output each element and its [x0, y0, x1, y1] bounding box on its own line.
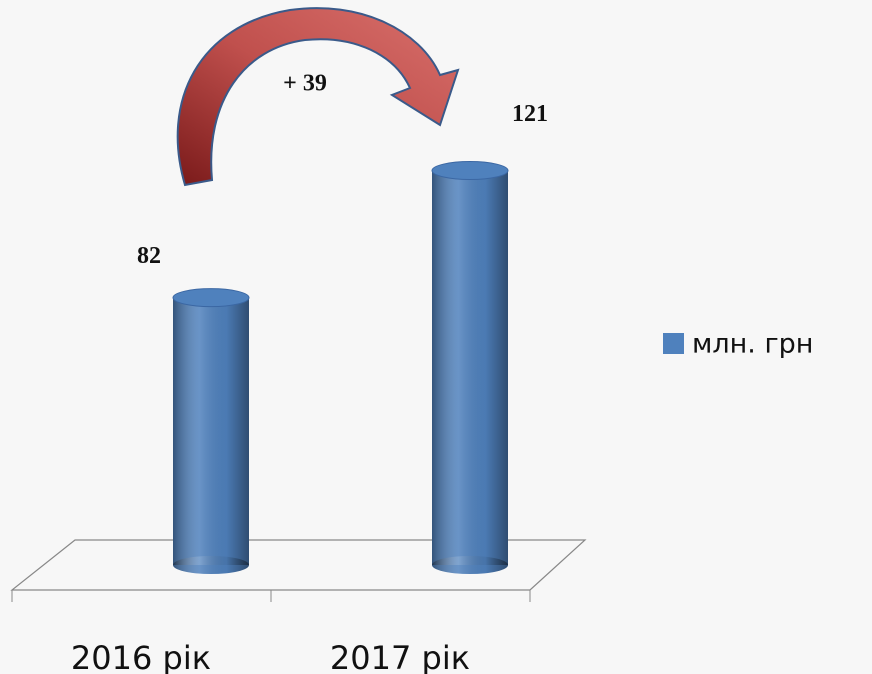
bar-top [432, 162, 508, 180]
chart: + 39 2016 рік 82 2017 рік 121 млн. грн [0, 0, 872, 674]
annotation: + 39 [283, 71, 327, 97]
data-label: 121 [512, 101, 548, 127]
x-tick-label: 2017 рік [330, 639, 470, 674]
data-label: 82 [137, 243, 161, 269]
bar-shade [173, 298, 249, 565]
bar-bottom-shade [432, 556, 508, 574]
bar-top [173, 289, 249, 307]
bar-shade [432, 171, 508, 565]
x-tick-label: 2016 рік [71, 639, 211, 674]
bar-bottom-shade [173, 556, 249, 574]
legend-label: млн. грн [692, 329, 813, 360]
legend-swatch [663, 333, 684, 354]
